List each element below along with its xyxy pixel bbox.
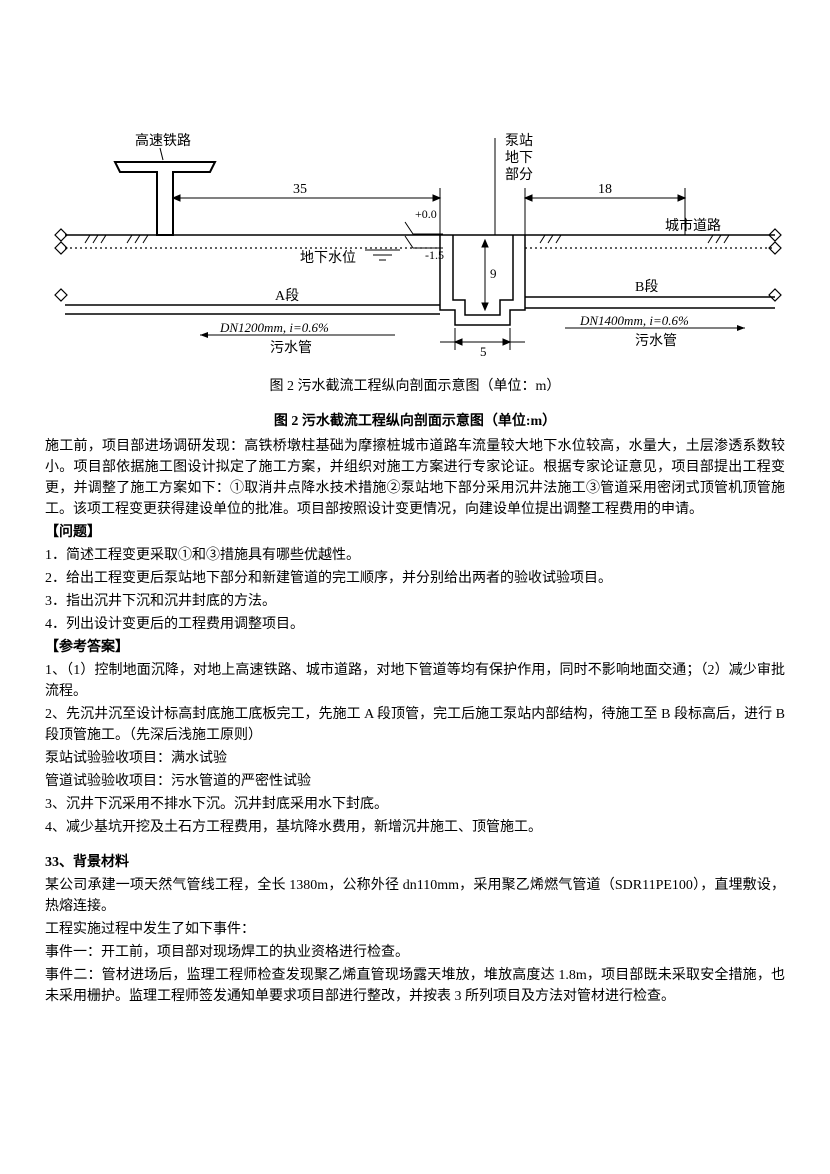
- label-dim18: 18: [598, 182, 612, 197]
- label-segB: B段: [635, 279, 658, 295]
- figure-caption-bold: 图 2 污水截流工程纵向剖面示意图（单位:m）: [45, 411, 785, 432]
- label-pump-2: 地下: [505, 150, 533, 166]
- section-33-d: 事件二：管材进场后，监理工程师检查发现聚乙烯直管现场露天堆放，堆放高度达 1.8…: [45, 965, 785, 1007]
- answer-1: 1、（1）控制地面沉降，对地上高速铁路、城市道路，对地下管道等均有保护作用，同时…: [45, 660, 785, 702]
- label-pump-3: 部分: [505, 167, 533, 183]
- questions-title: 【问题】: [45, 522, 785, 543]
- question-2: 2．给出工程变更后泵站地下部分和新建管道的完工顺序，并分别给出两者的验收试验项目…: [45, 568, 785, 589]
- label-pump-1: 泵站: [505, 133, 533, 149]
- label-dim9: 9: [490, 266, 497, 281]
- label-segA: A段: [275, 288, 299, 304]
- answer-3: 3、沉井下沉采用不排水下沉。沉井封底采用水下封底。: [45, 794, 785, 815]
- diagram-svg: 高速铁路 泵站 地下 部分 35: [45, 110, 785, 370]
- diagram-figure: 高速铁路 泵站 地下 部分 35: [45, 110, 785, 397]
- answer-4: 4、减少基坑开挖及土石方工程费用，基坑降水费用，新增沉井施工、顶管施工。: [45, 817, 785, 838]
- section-33-title: 33、背景材料: [45, 852, 785, 873]
- label-dim35: 35: [293, 182, 307, 197]
- label-pipeA: DN1200mm, i=0.6%: [219, 320, 329, 335]
- question-1: 1．简述工程变更采取①和③措施具有哪些优越性。: [45, 545, 785, 566]
- label-cityroad: 城市道路: [665, 217, 721, 234]
- answer-2c: 管道试验验收项目：污水管道的严密性试验: [45, 771, 785, 792]
- label-pipeB: DN1400mm, i=0.6%: [579, 313, 689, 328]
- question-4: 4．列出设计变更后的工程费用调整项目。: [45, 614, 785, 635]
- question-3: 3．指出沉井下沉和沉井封底的方法。: [45, 591, 785, 612]
- para-intro: 施工前，项目部进场调研发现：高铁桥墩柱基础为摩擦桩城市道路车流量较大地下水位较高…: [45, 436, 785, 520]
- figure-caption-light: 图 2 污水截流工程纵向剖面示意图（单位：m）: [45, 376, 785, 397]
- section-33-a: 某公司承建一项天然气管线工程，全长 1380m，公称外径 dn110mm，采用聚…: [45, 875, 785, 917]
- label-elev0: +0.0: [415, 207, 437, 221]
- label-water: 地下水位: [300, 250, 356, 266]
- section-33-c: 事件一：开工前，项目部对现场焊工的执业资格进行检查。: [45, 942, 785, 963]
- answer-2: 2、先沉井沉至设计标高封底施工底板完工，先施工 A 段顶管，完工后施工泵站内部结…: [45, 704, 785, 746]
- label-sewerB: 污水管: [635, 333, 677, 349]
- label-elevN15: -1.5: [425, 248, 444, 262]
- answer-2b: 泵站试验验收项目：满水试验: [45, 748, 785, 769]
- label-dim5: 5: [480, 344, 487, 359]
- label-rail: 高速铁路: [135, 132, 191, 149]
- answers-title: 【参考答案】: [45, 637, 785, 658]
- section-33-b: 工程实施过程中发生了如下事件：: [45, 919, 785, 940]
- label-sewerA: 污水管: [270, 340, 312, 356]
